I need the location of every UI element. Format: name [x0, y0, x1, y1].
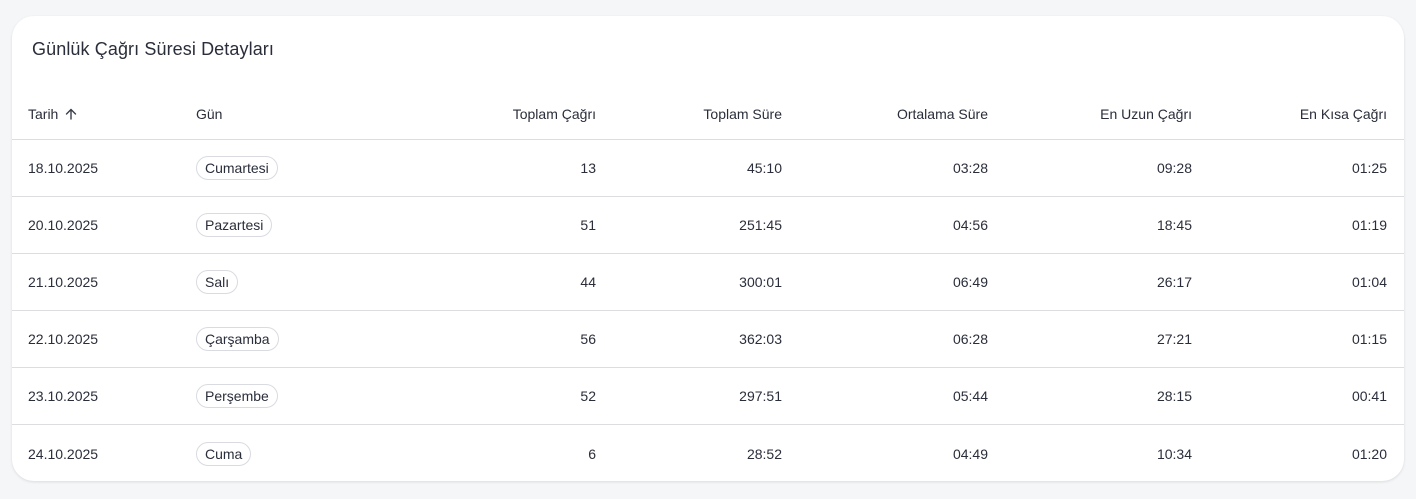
day-chip: Perşembe	[196, 384, 278, 408]
cell-shortest-call: 01:25	[1351, 160, 1387, 176]
cell-total-duration: 45:10	[746, 160, 782, 176]
table-row: 24.10.2025 Cuma 6 28:52 04:49 10:34 01:2…	[12, 425, 1404, 481]
cell-longest-call: 28:15	[1156, 388, 1192, 404]
cell-longest-call: 10:34	[1156, 445, 1192, 462]
cell-day: Perşembe	[196, 368, 416, 424]
cell-date: 22.10.2025	[28, 331, 99, 347]
day-chip: Cumartesi	[196, 156, 278, 180]
column-header-date-label: Tarih	[28, 105, 59, 122]
day-chip: Salı	[196, 270, 239, 294]
cell-total-calls: 44	[580, 274, 596, 290]
arrow-up-icon[interactable]	[64, 107, 78, 121]
cell-day: Cuma	[196, 425, 416, 481]
cell-avg-duration: 03:28	[952, 160, 988, 176]
day-chip: Çarşamba	[196, 327, 279, 351]
column-header-shortest-call[interactable]: En Kısa Çağrı	[1299, 105, 1387, 122]
table-row: 22.10.2025 Çarşamba 56 362:03 06:28 27:2…	[12, 311, 1404, 368]
table-row: 20.10.2025 Pazartesi 51 251:45 04:56 18:…	[12, 197, 1404, 254]
cell-total-calls: 51	[580, 217, 596, 233]
cell-date: 21.10.2025	[28, 274, 99, 290]
cell-avg-duration: 05:44	[952, 388, 988, 404]
cell-total-duration: 297:51	[739, 388, 782, 404]
cell-longest-call: 26:17	[1156, 274, 1192, 290]
cell-date: 20.10.2025	[28, 217, 99, 233]
cell-date: 24.10.2025	[28, 445, 99, 462]
column-header-date[interactable]: Tarih	[28, 88, 188, 139]
cell-day: Pazartesi	[196, 197, 416, 253]
cell-shortest-call: 00:41	[1351, 388, 1387, 404]
cell-total-calls: 52	[580, 388, 596, 404]
cell-total-calls: 6	[588, 445, 596, 462]
cell-day: Cumartesi	[196, 140, 416, 196]
call-duration-card: Günlük Çağrı Süresi Detayları Tarih Gün …	[12, 16, 1404, 481]
cell-shortest-call: 01:19	[1351, 217, 1387, 233]
cell-avg-duration: 04:49	[952, 445, 988, 462]
column-header-total-duration[interactable]: Toplam Süre	[703, 105, 782, 122]
cell-avg-duration: 06:49	[952, 274, 988, 290]
cell-avg-duration: 06:28	[952, 331, 988, 347]
cell-date: 18.10.2025	[28, 160, 99, 176]
card-title: Günlük Çağrı Süresi Detayları	[32, 39, 274, 59]
cell-total-calls: 13	[580, 160, 596, 176]
table-row: 23.10.2025 Perşembe 52 297:51 05:44 28:1…	[12, 368, 1404, 425]
cell-longest-call: 09:28	[1156, 160, 1192, 176]
cell-date: 23.10.2025	[28, 388, 99, 404]
table-row: 21.10.2025 Salı 44 300:01 06:49 26:17 01…	[12, 254, 1404, 311]
cell-shortest-call: 01:04	[1351, 274, 1387, 290]
cell-shortest-call: 01:20	[1351, 445, 1387, 462]
day-chip: Pazartesi	[196, 213, 273, 237]
day-chip: Cuma	[196, 441, 252, 466]
cell-longest-call: 18:45	[1156, 217, 1192, 233]
cell-total-duration: 28:52	[746, 445, 782, 462]
cell-avg-duration: 04:56	[952, 217, 988, 233]
cell-total-duration: 300:01	[739, 274, 782, 290]
cell-total-calls: 56	[580, 331, 596, 347]
table-row: 18.10.2025 Cumartesi 13 45:10 03:28 09:2…	[12, 140, 1404, 197]
column-header-day[interactable]: Gün	[196, 105, 223, 122]
column-header-avg-duration[interactable]: Ortalama Süre	[896, 105, 988, 122]
cell-day: Salı	[196, 254, 416, 310]
cell-total-duration: 251:45	[739, 217, 782, 233]
cell-day: Çarşamba	[196, 311, 416, 367]
cell-total-duration: 362:03	[739, 331, 782, 347]
column-header-total-calls[interactable]: Toplam Çağrı	[512, 105, 596, 122]
cell-shortest-call: 01:15	[1351, 331, 1387, 347]
table-header-row: Tarih Gün Toplam Çağrı Toplam Süre Ortal…	[12, 88, 1404, 140]
column-header-longest-call[interactable]: En Uzun Çağrı	[1100, 105, 1192, 122]
cell-longest-call: 27:21	[1156, 331, 1192, 347]
